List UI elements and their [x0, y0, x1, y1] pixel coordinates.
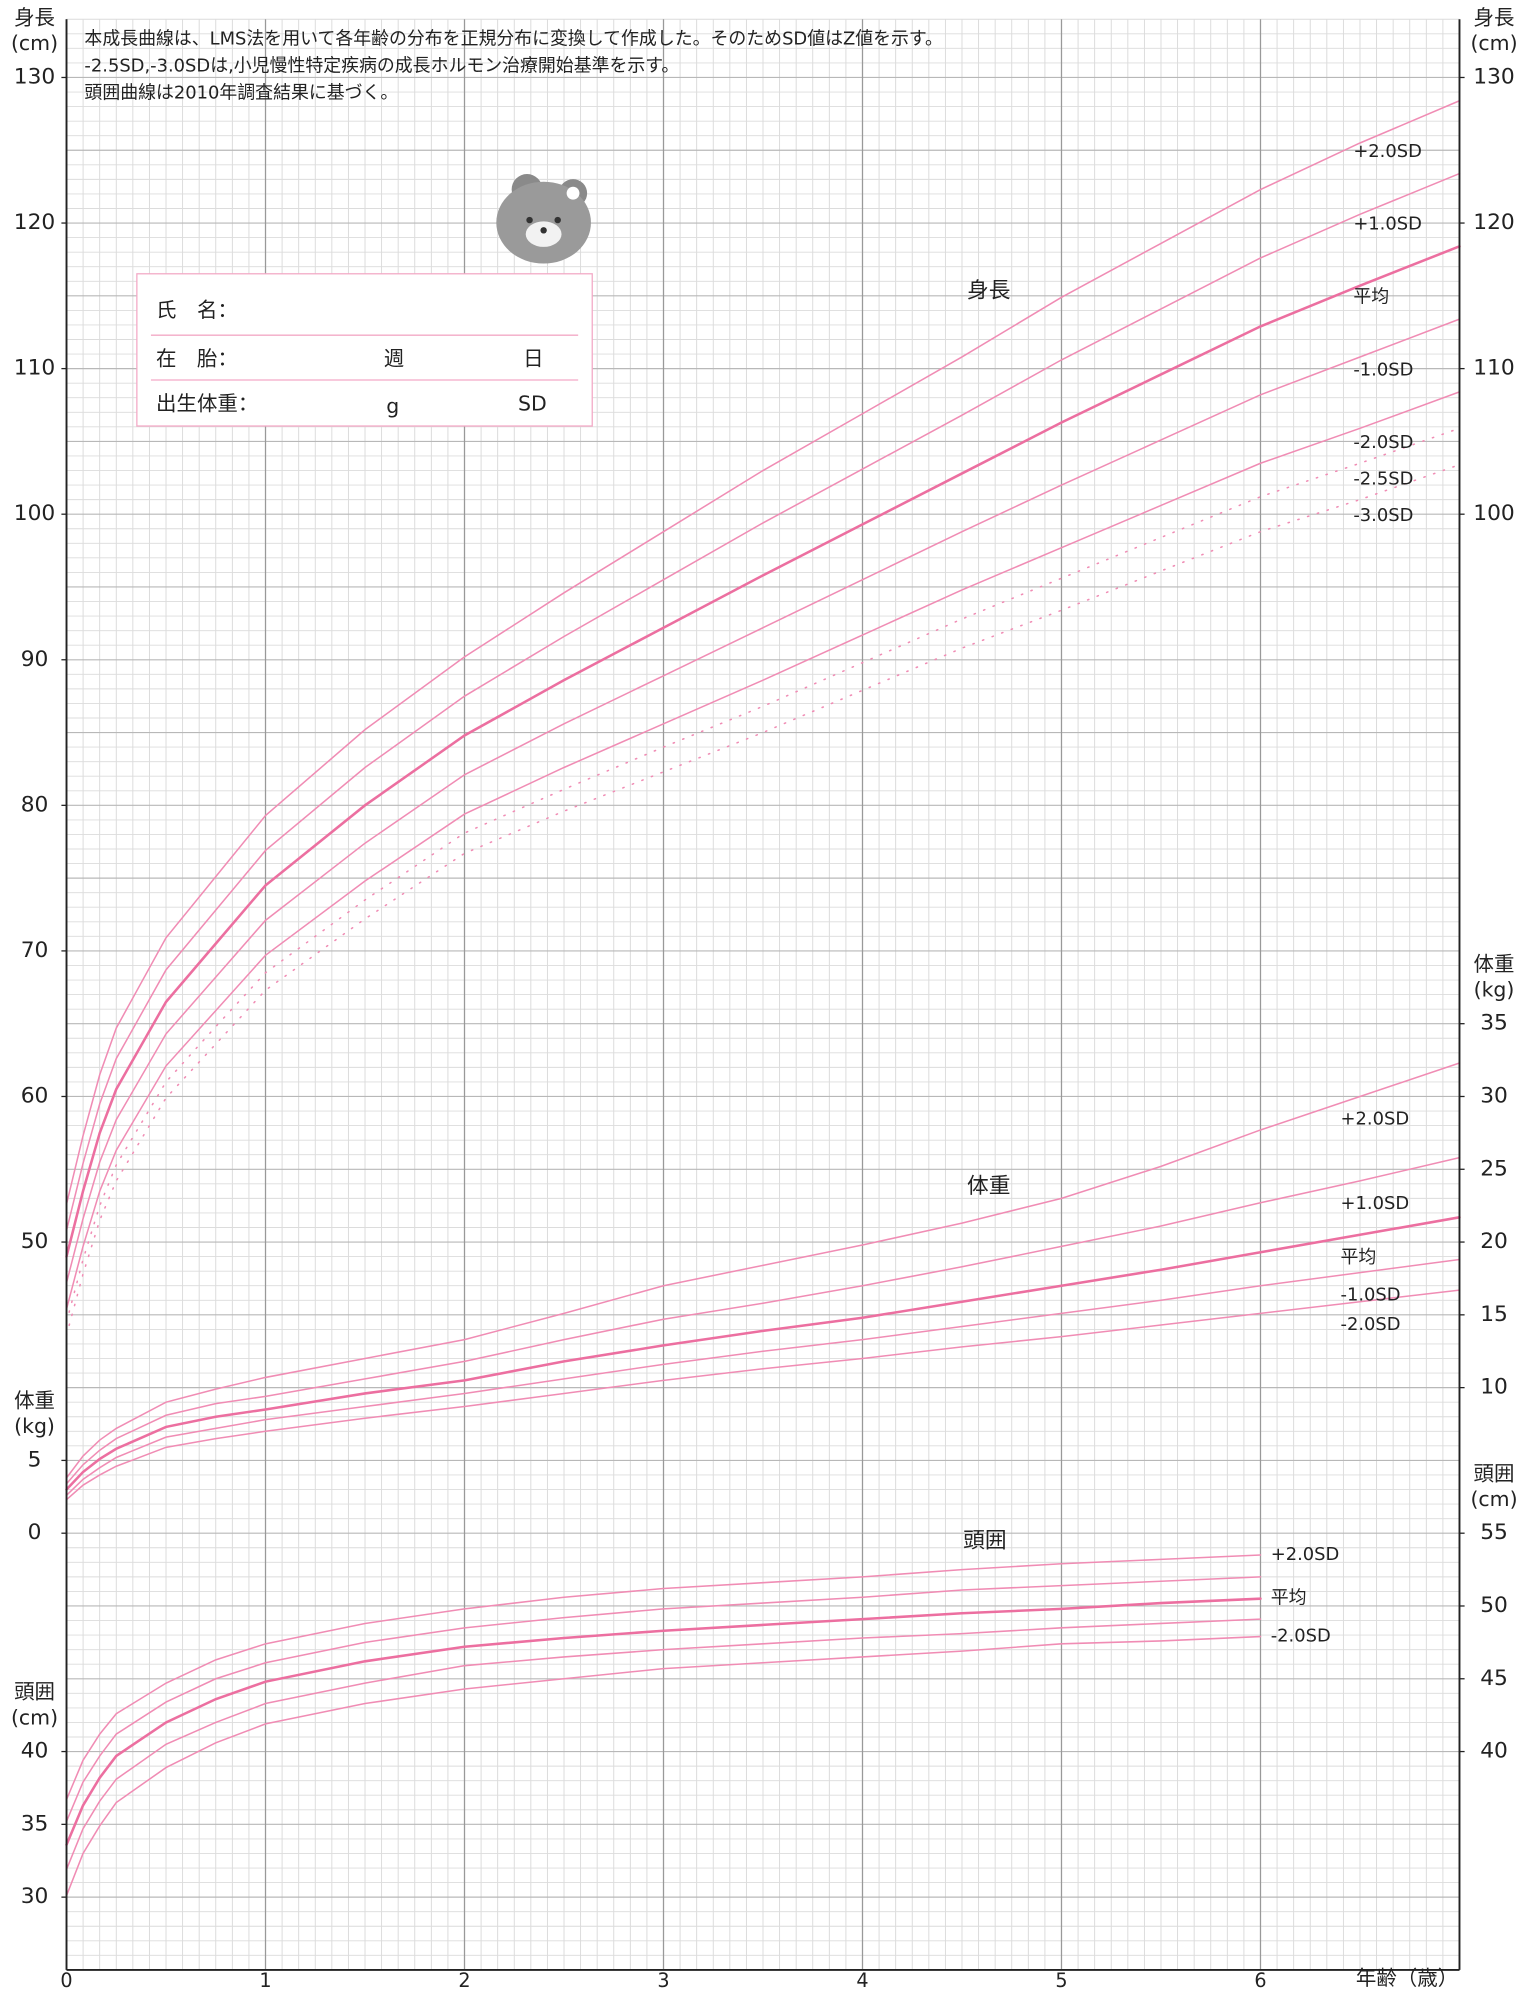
series-label: 平均 [1341, 1247, 1377, 1268]
series-label: -2.5SD [1353, 468, 1413, 489]
y2-axis-label: 頭囲 [1474, 1461, 1515, 1485]
curve-group-title: 頭囲 [963, 1528, 1006, 1553]
form-label: 在 胎： [156, 346, 238, 370]
series-label: +1.0SD [1341, 1193, 1410, 1214]
y-tick-label: 130 [14, 64, 55, 89]
x-tick-label: 6 [1254, 1969, 1266, 1992]
series-label: -1.0SD [1353, 359, 1413, 380]
curve [65, 1156, 1461, 1485]
bear-icon [496, 174, 591, 264]
y-axis-label: (cm) [11, 31, 58, 55]
y-axis-label: (cm) [11, 1705, 58, 1729]
series-label: +2.0SD [1353, 141, 1422, 162]
y2-axis-label: 体重 [1474, 952, 1515, 976]
curves [65, 99, 1461, 1897]
note: -2.5SD,-3.0SDは,小児慢性特定疾病の成長ホルモン治療開始基準を示す。 [84, 56, 679, 77]
form-label: 週 [384, 346, 404, 370]
y2-tick-label: 50 [1480, 1593, 1508, 1618]
curve [65, 391, 1461, 1310]
y2-tick-label: 30 [1480, 1083, 1508, 1108]
y-tick-label: 120 [14, 210, 55, 235]
series-label: -2.0SD [1341, 1314, 1401, 1335]
axes [65, 19, 1461, 1971]
x-tick-label: 0 [60, 1969, 72, 1992]
y2-axis-label: (cm) [1470, 31, 1517, 55]
y-tick-label: 50 [21, 1229, 49, 1254]
series-label: -2.0SD [1271, 1626, 1331, 1647]
x-axis-label: 年齢（歳） [1356, 1966, 1458, 1990]
y-axis-label: (kg) [14, 1414, 55, 1438]
y2-tick-label: 55 [1480, 1520, 1508, 1545]
series-label: -3.0SD [1353, 505, 1413, 526]
y-axis-label: 頭囲 [14, 1680, 55, 1704]
curve [65, 1554, 1262, 1801]
curve [65, 1576, 1262, 1823]
y-tick-label: 90 [21, 647, 49, 672]
curve [65, 1258, 1461, 1497]
y-tick-label: 40 [21, 1739, 49, 1764]
note: 本成長曲線は、LMS法を用いて各年齢の分布を正規分布に変換して作成した。そのため… [84, 29, 942, 50]
x-tick-label: 1 [259, 1969, 271, 1992]
y-tick-label: 35 [21, 1811, 49, 1836]
y-tick-label: 110 [14, 356, 55, 381]
series-label: 平均 [1271, 1588, 1307, 1609]
curve [65, 1289, 1461, 1501]
y2-tick-label: 20 [1480, 1229, 1508, 1254]
curve [65, 1635, 1262, 1897]
y2-axis-label: (kg) [1474, 977, 1515, 1001]
curve [65, 172, 1461, 1232]
y2-tick-label: 120 [1473, 210, 1514, 235]
form-label: 日 [523, 346, 543, 370]
series-label: +1.0SD [1353, 214, 1422, 235]
x-tick-label: 5 [1055, 1969, 1067, 1992]
y-axis-label: 身長 [14, 6, 55, 30]
note: 頭囲曲線は2010年調査結果に基づく。 [84, 82, 398, 103]
x-tick-label: 2 [458, 1969, 470, 1992]
notes: 本成長曲線は、LMS法を用いて各年齢の分布を正規分布に変換して作成した。そのため… [84, 29, 942, 104]
form-label: 氏 名： [156, 298, 238, 322]
series-label: -2.0SD [1353, 432, 1413, 453]
x-tick-label: 3 [657, 1969, 669, 1992]
series-label: 平均 [1353, 287, 1389, 308]
curve [65, 1216, 1461, 1491]
y2-axis-label: (cm) [1470, 1487, 1517, 1511]
form-label: SD [518, 391, 547, 415]
patient-form: 氏 名： 在 胎： 週 日 出生体重： g SD [136, 273, 593, 427]
curve [65, 1618, 1262, 1871]
curve [65, 1597, 1262, 1847]
curve [65, 427, 1461, 1323]
form-label: 出生体重： [156, 391, 258, 415]
series-label: -1.0SD [1341, 1285, 1401, 1306]
series-label: +2.0SD [1341, 1109, 1410, 1130]
y2-axis-label: 身長 [1474, 6, 1515, 30]
y-tick-label: 0 [28, 1520, 42, 1545]
y-tick-label: 80 [21, 792, 49, 817]
y-axis-label: 体重 [14, 1389, 55, 1413]
form-label: g [386, 394, 399, 418]
y-tick-label: 100 [14, 501, 55, 526]
curve [65, 99, 1461, 1205]
series-label: +2.0SD [1271, 1544, 1340, 1565]
y-tick-label: 60 [21, 1083, 49, 1108]
y2-tick-label: 25 [1480, 1156, 1508, 1181]
y2-tick-label: 35 [1480, 1011, 1508, 1036]
y2-tick-label: 45 [1480, 1666, 1508, 1691]
curve-group-title: 身長 [967, 279, 1011, 304]
curve-group-title: 体重 [967, 1174, 1010, 1199]
curve [65, 245, 1461, 1258]
y-tick-label: 5 [28, 1447, 42, 1472]
y-tick-label: 30 [21, 1884, 49, 1909]
y2-tick-label: 100 [1473, 501, 1514, 526]
y2-tick-label: 15 [1480, 1302, 1508, 1327]
y-tick-label: 70 [21, 938, 49, 963]
y2-tick-label: 110 [1473, 356, 1514, 381]
curve [65, 318, 1461, 1284]
y2-tick-label: 130 [1473, 64, 1514, 89]
curve [65, 1062, 1461, 1479]
x-tick-label: 4 [856, 1969, 868, 1992]
y2-tick-label: 40 [1480, 1739, 1508, 1764]
labels: 0 1 2 3 4 5 6 年齢（歳）5060708090100110120130身長(cm)… [11, 6, 1518, 1992]
y2-tick-label: 10 [1480, 1375, 1508, 1400]
